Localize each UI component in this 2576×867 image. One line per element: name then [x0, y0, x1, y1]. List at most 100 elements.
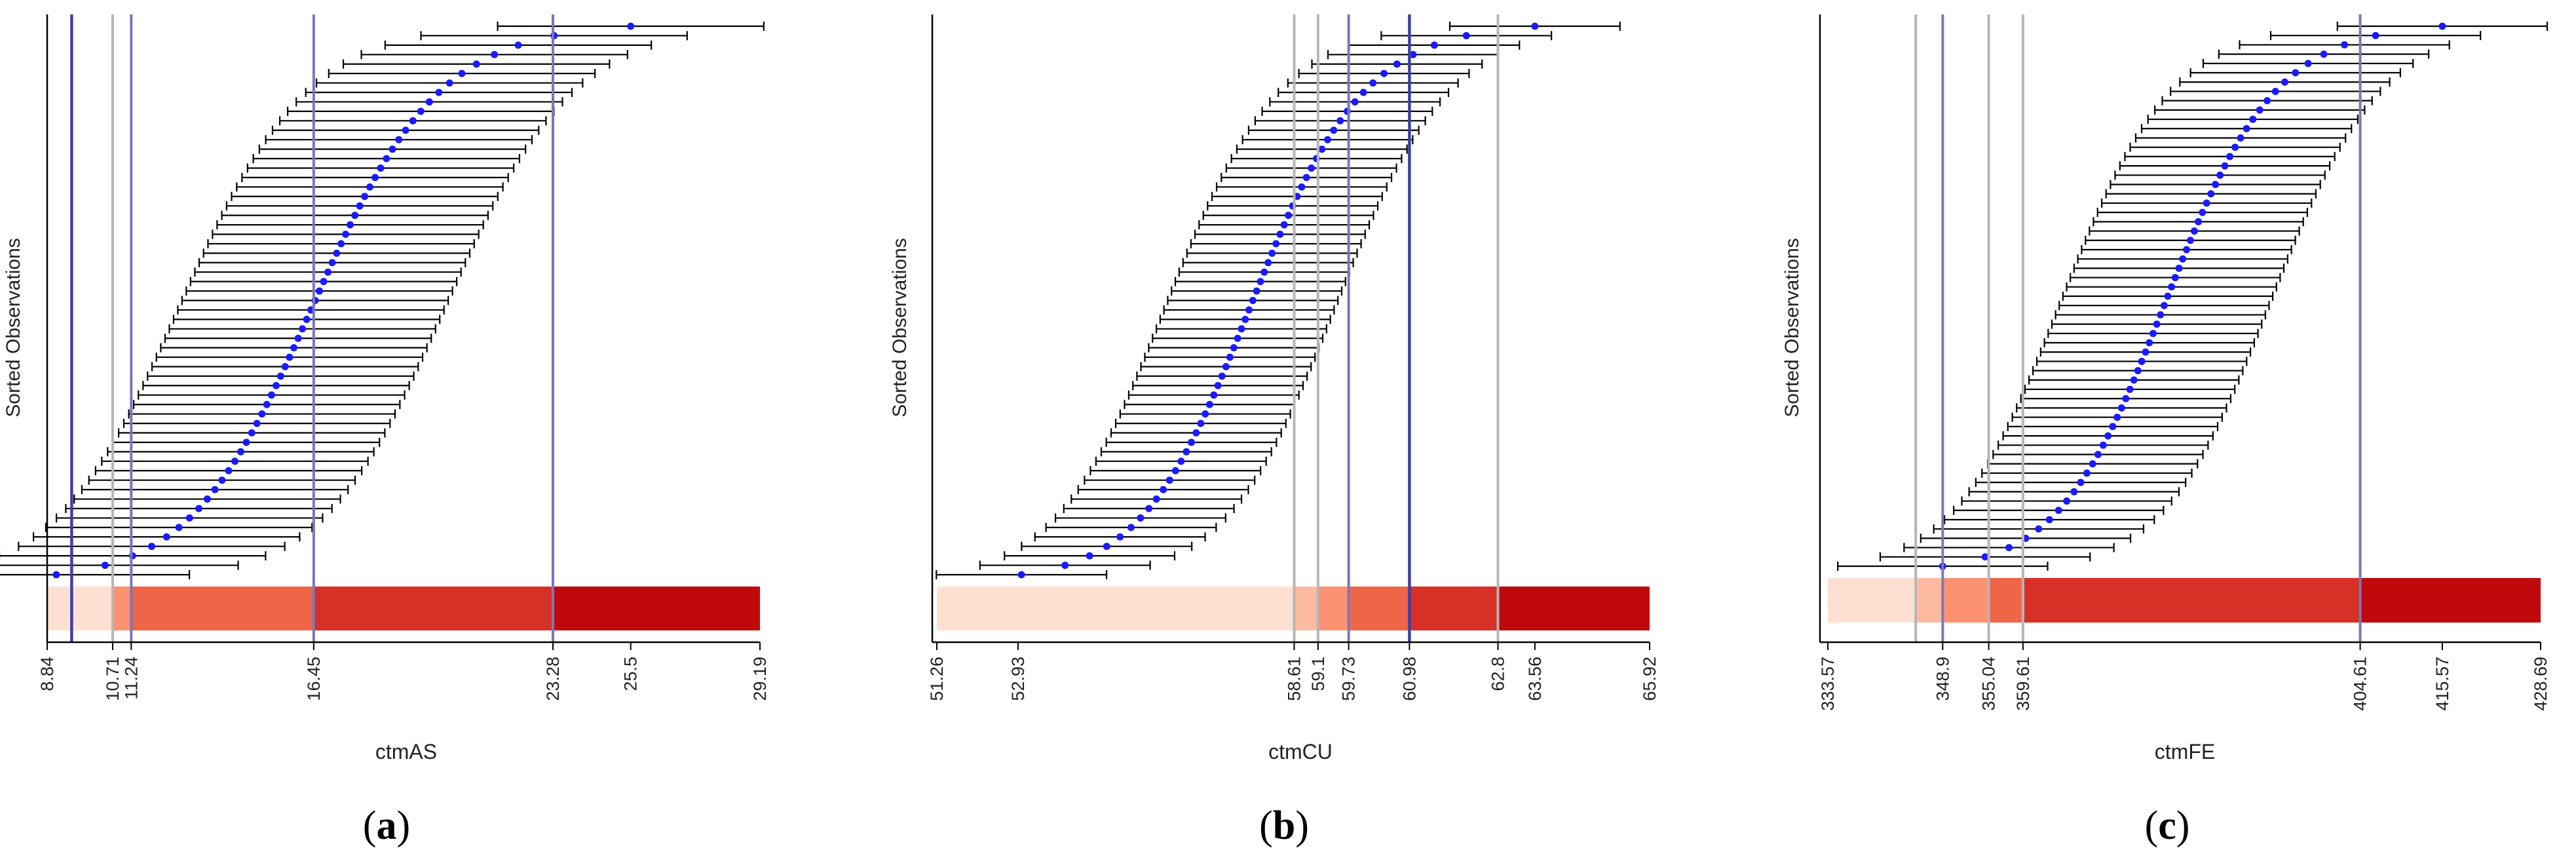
- data-point: [1323, 136, 1331, 144]
- data-point: [2122, 395, 2130, 402]
- data-point: [1116, 533, 1124, 541]
- data-point: [491, 50, 499, 58]
- data-point: [2126, 385, 2134, 393]
- data-point: [1257, 278, 1264, 286]
- data-point: [1137, 514, 1145, 522]
- data-point: [2207, 190, 2215, 198]
- data-point: [1245, 306, 1253, 314]
- color-bar-segment: [131, 587, 314, 630]
- y-axis-title: Sorted Observations: [3, 238, 24, 417]
- data-point: [1308, 164, 1316, 172]
- data-point: [2045, 516, 2053, 524]
- data-point: [2226, 153, 2234, 161]
- data-point: [185, 514, 193, 522]
- color-bar-segment: [1988, 578, 2023, 623]
- data-point: [1086, 552, 1093, 560]
- data-point: [1264, 259, 1272, 267]
- data-point: [377, 164, 385, 172]
- data-point: [388, 145, 396, 153]
- data-point: [2304, 60, 2312, 67]
- data-point: [1061, 562, 1069, 569]
- data-point: [253, 419, 261, 427]
- data-point: [435, 88, 443, 96]
- x-tick-label: 355.04: [1979, 657, 1999, 711]
- data-point: [2113, 414, 2121, 421]
- data-point: [1253, 287, 1260, 295]
- data-point: [1192, 429, 1200, 437]
- data-point: [276, 372, 284, 380]
- color-bar-segment: [47, 587, 113, 630]
- data-point: [294, 334, 302, 342]
- x-tick-label: 51.26: [927, 657, 947, 701]
- data-point: [445, 79, 453, 87]
- data-point: [472, 60, 480, 68]
- data-point: [290, 344, 298, 352]
- data-point: [2077, 478, 2085, 486]
- data-point: [2281, 78, 2288, 86]
- data-point: [258, 410, 266, 418]
- data-point: [1298, 183, 1306, 191]
- data-point: [2109, 423, 2117, 431]
- data-point: [2005, 544, 2013, 552]
- data-point: [2094, 451, 2102, 459]
- data-point: [2146, 339, 2153, 347]
- data-point: [402, 126, 409, 134]
- y-axis-title: Sorted Observations: [889, 238, 911, 417]
- data-point: [218, 476, 226, 484]
- data-point: [2221, 162, 2229, 170]
- data-point: [147, 543, 155, 550]
- data-point: [1241, 315, 1249, 323]
- data-point: [286, 353, 294, 361]
- data-point: [1351, 98, 1359, 106]
- data-point: [351, 212, 359, 220]
- data-point: [162, 533, 170, 541]
- data-point: [2149, 330, 2157, 337]
- data-point: [1249, 297, 1257, 304]
- data-point: [1272, 240, 1280, 248]
- data-point: [1222, 363, 1230, 371]
- data-point: [337, 240, 345, 248]
- data-point: [1218, 372, 1226, 380]
- data-point: [328, 259, 336, 267]
- data-point: [1318, 145, 1326, 153]
- x-tick-label: 428.69: [2531, 657, 2550, 711]
- data-point: [1393, 60, 1401, 68]
- data-point: [1197, 419, 1205, 427]
- data-point: [2175, 264, 2183, 272]
- data-point: [1409, 50, 1417, 58]
- x-tick-label: 359.61: [2013, 657, 2033, 711]
- data-point: [1171, 467, 1179, 474]
- color-bar-segment: [112, 587, 132, 630]
- data-point: [273, 381, 280, 389]
- data-point: [52, 571, 60, 579]
- data-point: [1165, 476, 1173, 484]
- color-bar-segment: [553, 587, 760, 630]
- x-tick-label: 10.71: [103, 657, 123, 701]
- color-bar-segment: [937, 587, 1295, 630]
- data-point: [2320, 50, 2328, 58]
- color-bar-segment: [2360, 578, 2541, 623]
- data-point: [2256, 106, 2263, 114]
- data-point: [2168, 283, 2176, 291]
- data-point: [1280, 221, 1288, 229]
- color-bar-segment: [1828, 578, 1916, 623]
- data-point: [1531, 22, 1539, 30]
- x-tick-label: 404.61: [2351, 657, 2370, 711]
- x-tick-label: 62.8: [1488, 657, 1507, 691]
- data-point: [1103, 543, 1110, 550]
- data-point: [1017, 571, 1025, 579]
- data-point: [1230, 344, 1238, 352]
- data-point: [409, 117, 417, 125]
- data-point: [2089, 460, 2096, 468]
- data-point: [395, 136, 403, 144]
- color-bar-segment: [313, 587, 554, 630]
- data-point: [361, 193, 369, 201]
- x-tick-label: 60.98: [1399, 657, 1419, 701]
- color-bar-segment: [2022, 578, 2360, 623]
- data-point: [2212, 181, 2220, 189]
- data-point: [195, 505, 203, 512]
- x-tick-label: 348.9: [1933, 657, 1952, 701]
- data-point: [2104, 432, 2112, 440]
- data-point: [356, 202, 364, 210]
